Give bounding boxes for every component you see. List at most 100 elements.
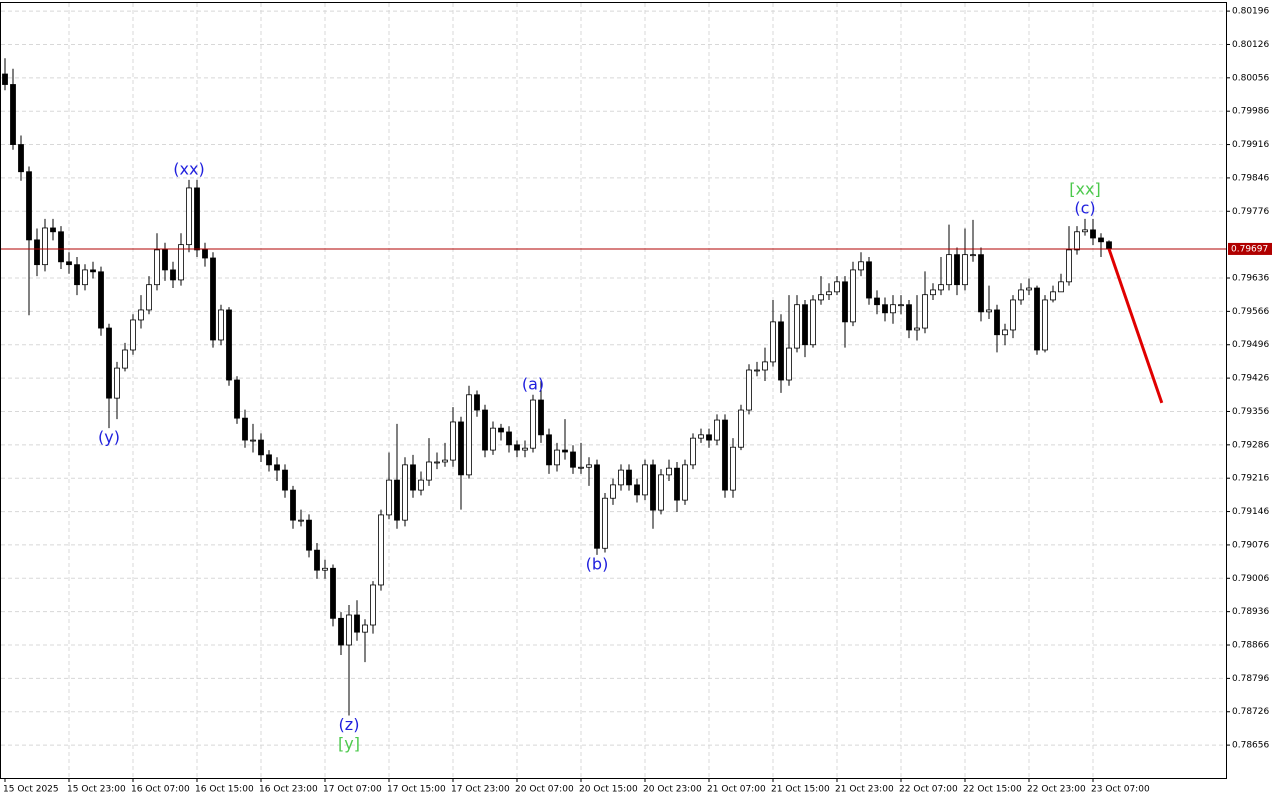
candle-body (450, 421, 456, 461)
y-tick-label: 0.79426 (1232, 374, 1269, 384)
candle-body (146, 284, 152, 311)
x-tick-label: 17 Oct 07:00 (323, 785, 382, 795)
candle-body (754, 369, 760, 372)
y-tick-label: 0.78726 (1232, 707, 1269, 717)
candle-body (74, 264, 80, 286)
x-tick-label: 20 Oct 07:00 (515, 785, 574, 795)
candle-body (506, 431, 512, 446)
candle-body (634, 484, 640, 496)
candle-body (1090, 229, 1096, 239)
candle-body (402, 464, 408, 521)
candle-body (914, 327, 920, 331)
wave-label: [y] (338, 734, 360, 753)
candle-body (410, 464, 416, 491)
candle-body (922, 294, 928, 329)
candle-body (762, 361, 768, 371)
candle-body (602, 497, 608, 549)
candle-body (1106, 241, 1112, 250)
candle-body (226, 309, 232, 381)
y-tick-label: 0.79566 (1232, 307, 1269, 317)
candle-body (810, 299, 816, 346)
candle-body (970, 254, 976, 257)
candle-body (386, 479, 392, 516)
candle-body (354, 614, 360, 633)
candle-body (562, 449, 568, 453)
candle-body (722, 419, 728, 491)
candle-body (826, 291, 832, 296)
candle-body (690, 437, 696, 466)
candle-body (34, 239, 40, 266)
candle-body (58, 231, 64, 263)
candle-body (1066, 249, 1072, 283)
candle-body (842, 281, 848, 323)
x-tick-label: 21 Oct 15:00 (771, 785, 830, 795)
candle-body (1050, 291, 1056, 301)
candle-body (1018, 289, 1024, 301)
candle-body (242, 417, 248, 441)
candle-body (890, 304, 896, 314)
candle-body (458, 421, 464, 476)
candle-body (866, 261, 872, 299)
candle-body (370, 584, 376, 626)
candle-body (362, 624, 368, 633)
candle-body (730, 446, 736, 491)
x-tick-label: 16 Oct 07:00 (131, 785, 190, 795)
candle-body (346, 614, 352, 646)
candle-body (138, 309, 144, 321)
candle-body (378, 514, 384, 586)
x-tick-label: 23 Oct 07:00 (1091, 785, 1150, 795)
y-tick-label: 0.79776 (1232, 207, 1269, 217)
grid (1, 3, 1226, 778)
y-tick-label: 0.79916 (1232, 140, 1269, 150)
candle-body (2, 73, 8, 85)
wave-label: (b) (586, 554, 609, 573)
candle-body (298, 519, 304, 522)
candle-body (978, 254, 984, 313)
candle-body (1034, 287, 1040, 351)
candle-body (1058, 281, 1064, 293)
candle-body (802, 304, 808, 346)
candle-body (658, 474, 664, 511)
y-tick-label: 0.79986 (1232, 107, 1269, 117)
candle-body (178, 244, 184, 281)
candle-body (618, 469, 624, 486)
candle-body (1074, 231, 1080, 251)
candle-body (1010, 299, 1016, 331)
candle-body (874, 297, 880, 306)
x-tick-label: 16 Oct 23:00 (259, 785, 318, 795)
candle-body (154, 249, 160, 286)
plot-frame (0, 2, 1227, 779)
candle-body (546, 434, 552, 466)
candle-body (50, 227, 56, 233)
y-tick-label: 0.78796 (1232, 674, 1269, 684)
candle-body (818, 294, 824, 301)
x-tick-label: 20 Oct 23:00 (643, 785, 702, 795)
candle-body (274, 464, 280, 471)
y-tick-label: 0.78866 (1232, 641, 1269, 651)
candle-body (626, 469, 632, 486)
candle-body (986, 309, 992, 313)
y-tick-label: 0.79146 (1232, 507, 1269, 517)
candle-body (202, 249, 208, 259)
candle-body (194, 187, 200, 251)
candle-body (962, 254, 968, 286)
candle-body (1082, 229, 1088, 233)
candle-body (322, 567, 328, 571)
candle-body (266, 454, 272, 466)
candle-body (282, 469, 288, 491)
wave-label: (a) (522, 374, 544, 393)
candle-body (474, 394, 480, 411)
candle-body (42, 227, 48, 266)
x-tick-label: 17 Oct 23:00 (451, 785, 510, 795)
candle-body (186, 187, 192, 246)
wave-label: (xx) (173, 159, 204, 178)
y-tick-label: 0.78656 (1232, 741, 1269, 751)
candle-body (290, 489, 296, 521)
x-tick-label: 21 Oct 07:00 (707, 785, 766, 795)
candle-body (770, 321, 776, 363)
price-tag (1228, 242, 1272, 255)
y-tick-label: 0.79846 (1232, 173, 1269, 183)
candle-body (514, 444, 520, 451)
candle-body (258, 439, 264, 456)
candle-body (570, 451, 576, 468)
